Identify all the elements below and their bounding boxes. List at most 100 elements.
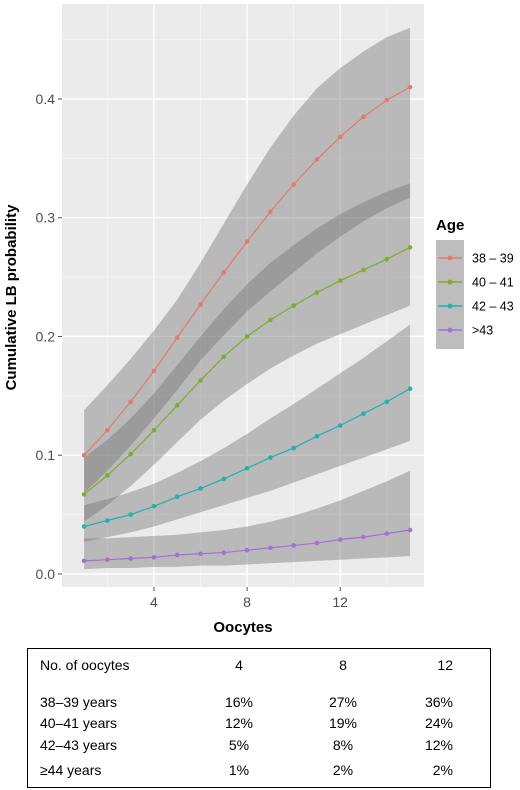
- data-point: [337, 423, 343, 428]
- legend-label: 40 – 41: [472, 276, 514, 290]
- legend-label: >43: [472, 324, 493, 338]
- data-point: [268, 455, 273, 460]
- data-point: [314, 157, 320, 162]
- table-cell: 1%: [228, 762, 250, 778]
- data-point: [151, 368, 157, 374]
- data-point: [81, 492, 87, 497]
- data-point: [198, 378, 203, 383]
- data-point: [384, 399, 390, 405]
- data-point: [174, 335, 180, 340]
- data-point: [291, 303, 296, 308]
- x-axis-title: Oocytes: [213, 619, 272, 636]
- data-point: [291, 445, 296, 451]
- data-point: [198, 551, 203, 557]
- data-point: [174, 552, 180, 558]
- data-point: [198, 302, 203, 307]
- series-points: [81, 84, 413, 564]
- legend-key-point: [447, 279, 453, 285]
- data-point: [361, 411, 366, 416]
- table-header-4: 4: [235, 657, 243, 673]
- data-point: [337, 537, 343, 542]
- table-cell: 19%: [328, 715, 358, 731]
- data-point: [384, 531, 390, 536]
- data-point: [244, 465, 250, 471]
- data-point: [407, 245, 413, 250]
- legend-label: 42 – 43: [472, 300, 514, 314]
- table-cell: 12%: [424, 737, 453, 753]
- data-point: [105, 473, 110, 478]
- data-point: [128, 556, 133, 561]
- data-point: [337, 134, 343, 140]
- axis-ticks: [58, 98, 341, 591]
- summary-table: No. of oocytes 4 8 12 38–39 years 16% 27…: [27, 648, 491, 788]
- table-cell: 12%: [224, 715, 254, 731]
- table-cell: 36%: [424, 694, 453, 710]
- data-point: [361, 267, 366, 273]
- legend-key-point: [447, 255, 453, 261]
- data-point: [105, 427, 110, 433]
- data-point: [221, 270, 227, 275]
- table-cell: 2%: [332, 762, 354, 778]
- data-point: [221, 354, 227, 359]
- data-point: [291, 543, 296, 548]
- x-tick-label: 8: [243, 594, 251, 610]
- table-cell: 5%: [228, 737, 250, 753]
- data-point: [81, 452, 87, 458]
- legend-key-point: [447, 327, 453, 333]
- data-point: [244, 334, 250, 339]
- data-point: [268, 209, 273, 215]
- data-point: [291, 182, 296, 187]
- table-row-label: 38–39 years: [40, 694, 118, 710]
- y-tick-label: 0.0: [36, 566, 56, 582]
- data-point: [105, 557, 110, 562]
- data-point: [174, 494, 180, 500]
- y-tick-label: 0.4: [36, 91, 56, 107]
- table-header-8: 8: [339, 657, 347, 673]
- x-tick-label: 12: [332, 594, 348, 610]
- legend-label: 38 – 39: [472, 252, 514, 266]
- data-point: [314, 433, 320, 439]
- data-point: [244, 547, 250, 553]
- data-point: [244, 239, 250, 244]
- table-cell: 8%: [332, 737, 354, 753]
- table-cell: 24%: [424, 715, 453, 731]
- data-point: [337, 278, 343, 283]
- data-point: [314, 290, 320, 295]
- data-point: [174, 403, 180, 408]
- data-point: [81, 524, 87, 529]
- confidence-bands: [84, 27, 411, 570]
- confidence-band: [84, 470, 411, 570]
- y-tick-label: 0.3: [36, 210, 56, 226]
- table-row-label: 40–41 years: [40, 715, 118, 731]
- table-cell: 16%: [224, 694, 254, 710]
- data-point: [128, 399, 133, 405]
- y-tick-label: 0.2: [36, 328, 56, 344]
- data-point: [128, 451, 133, 457]
- data-point: [151, 427, 157, 433]
- cumulative-lb-chart: 4 8 12 0.0 0.1 0.2 0.3 0.4 Oocytes Cumulative L…: [3, 4, 514, 636]
- data-point: [268, 545, 273, 551]
- data-point: [151, 555, 157, 560]
- table-row-label: 42–43 years: [40, 737, 118, 753]
- confidence-band: [84, 324, 411, 542]
- legend: Age 38 – 39 40 – 41 42 – 43 >43: [436, 217, 514, 349]
- legend-key-point: [447, 303, 453, 309]
- data-point: [361, 534, 366, 540]
- data-point: [407, 386, 413, 392]
- y-tick-label: 0.1: [36, 447, 56, 463]
- y-axis-title: Cumulative LB probability: [3, 204, 20, 391]
- legend-title: Age: [436, 217, 464, 234]
- major-gridlines: [62, 4, 424, 587]
- table-row-label: ≥44 years: [40, 762, 102, 778]
- data-point: [151, 503, 157, 509]
- data-point: [407, 527, 413, 533]
- data-point: [198, 486, 203, 491]
- data-point: [268, 317, 273, 323]
- data-point: [407, 84, 413, 90]
- table-cell: 2%: [432, 762, 453, 778]
- data-point: [314, 540, 320, 546]
- table-header-12: 12: [437, 657, 453, 673]
- data-point: [384, 97, 390, 103]
- data-point: [81, 558, 87, 564]
- axis-tick-labels: 4 8 12 0.0 0.1 0.2 0.3 0.4: [36, 91, 349, 610]
